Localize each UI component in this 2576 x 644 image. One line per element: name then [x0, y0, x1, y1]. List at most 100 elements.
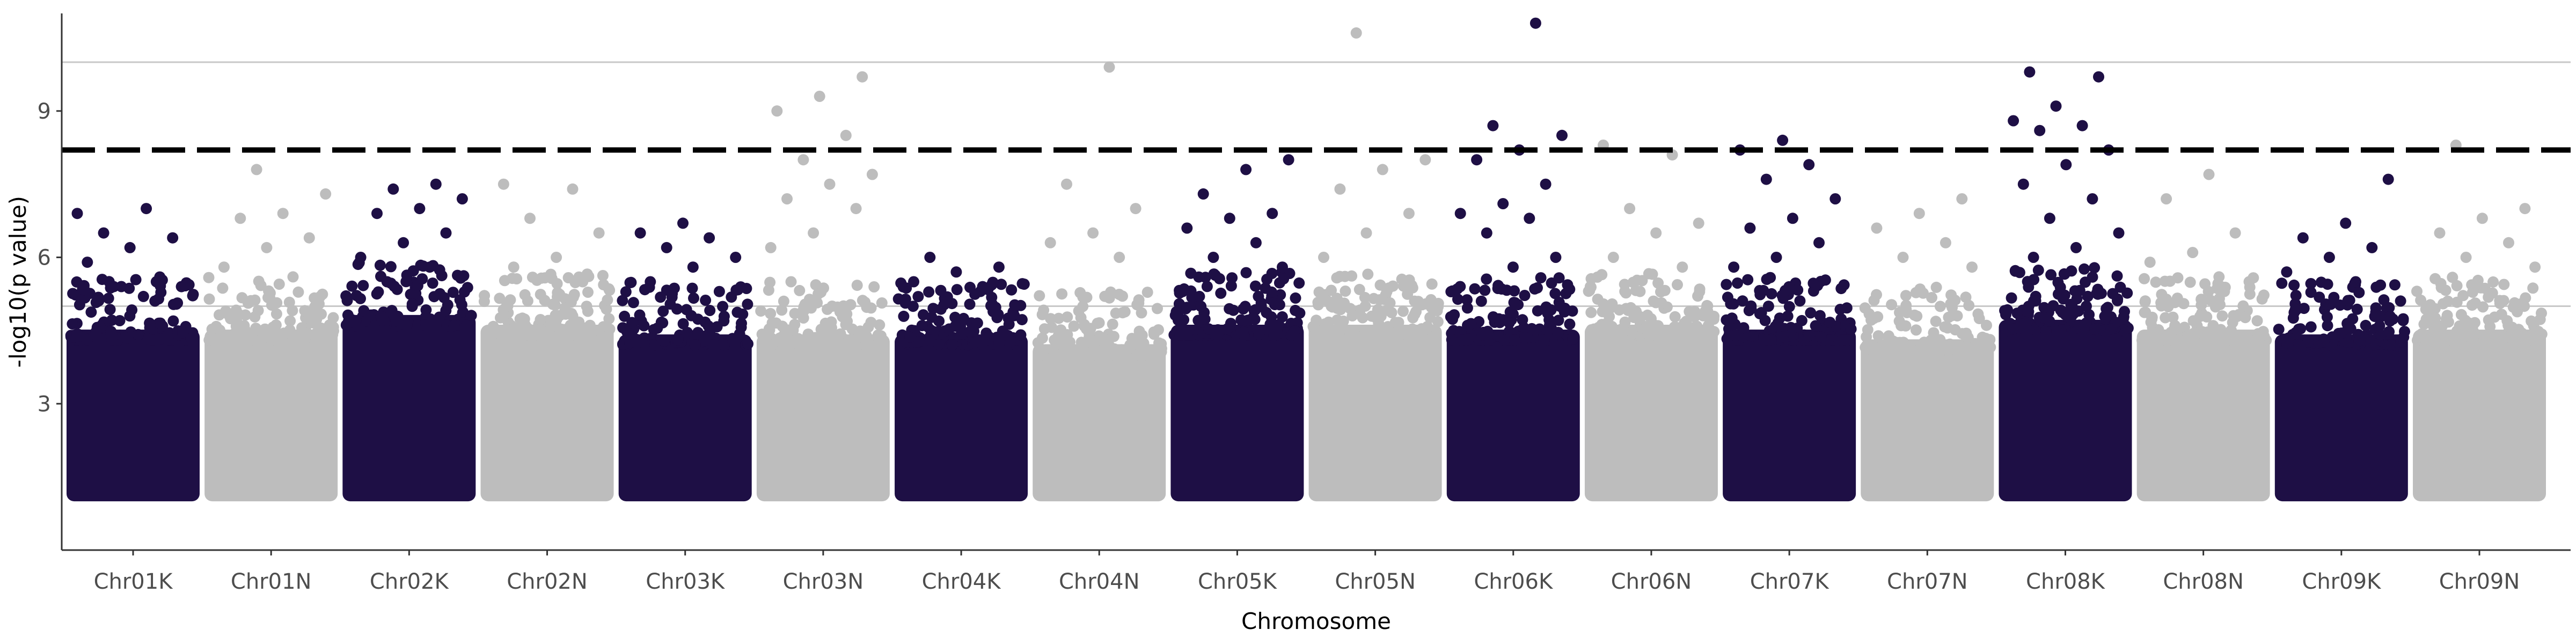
x-tick-label: Chr04N: [1059, 569, 1140, 594]
data-point: [1203, 323, 1214, 335]
data-point: [1401, 326, 1413, 338]
data-point: [1479, 284, 1491, 296]
data-point: [1225, 280, 1237, 292]
data-point: [766, 339, 778, 351]
data-point: [1960, 291, 1972, 303]
significant-point: [645, 276, 656, 288]
significant-point: [1350, 27, 1362, 39]
data-point: [2441, 334, 2453, 346]
data-point: [1772, 317, 1784, 329]
data-point: [2237, 300, 2249, 312]
data-point: [731, 306, 743, 318]
data-point: [2527, 282, 2539, 294]
significant-point: [2034, 125, 2046, 136]
significant-point: [2060, 159, 2072, 171]
data-point: [1868, 312, 1880, 324]
data-point: [487, 320, 499, 332]
data-point: [1708, 326, 1720, 338]
data-point: [716, 339, 728, 350]
data-point: [657, 305, 669, 317]
data-point: [991, 312, 1003, 324]
data-point: [1448, 309, 1460, 321]
data-point: [2023, 306, 2035, 318]
data-point: [2293, 339, 2305, 351]
chromosome-Chr03N: [755, 71, 890, 502]
data-point: [79, 292, 91, 304]
significant-point: [2323, 252, 2335, 263]
data-point: [993, 337, 1005, 348]
data-point: [1083, 332, 1095, 343]
data-point: [2156, 289, 2168, 301]
significant-point: [704, 232, 715, 244]
data-point: [627, 297, 639, 309]
data-point: [1631, 274, 1643, 286]
data-point: [1056, 288, 1068, 300]
data-point: [2425, 305, 2437, 317]
data-point: [1359, 291, 1371, 303]
data-point: [1264, 318, 1276, 330]
data-point: [2153, 331, 2164, 342]
data-point: [2009, 265, 2021, 276]
chromosome-Chr01N: [203, 164, 339, 502]
data-point: [2022, 276, 2033, 288]
dense-points-band: [2136, 330, 2270, 502]
data-point: [926, 311, 938, 323]
significant-point: [1403, 208, 1415, 219]
significant-point: [320, 188, 332, 200]
significant-point: [251, 164, 262, 175]
data-point: [1107, 318, 1118, 330]
data-point: [1142, 348, 1154, 360]
data-point: [1643, 268, 1655, 280]
data-point: [149, 295, 161, 307]
data-point: [1274, 277, 1285, 289]
significant-point: [765, 241, 777, 253]
data-point: [2442, 295, 2454, 307]
dense-points-band: [1308, 325, 1442, 502]
dense-points-band: [1861, 339, 1994, 502]
data-point: [1737, 295, 1748, 307]
significant-point: [2281, 266, 2293, 278]
significant-point: [456, 193, 468, 204]
data-point: [1366, 330, 1378, 341]
dense-points-band: [342, 314, 476, 502]
significant-point: [1283, 154, 1294, 166]
x-tick-label: Chr05N: [1335, 569, 1416, 594]
significant-point: [1103, 61, 1115, 73]
data-point: [942, 296, 954, 308]
chromosome-Chr08K: [1999, 66, 2134, 502]
data-point: [2521, 331, 2533, 343]
data-point: [458, 270, 470, 282]
data-point: [582, 305, 594, 317]
x-tick-label: Chr01N: [231, 569, 312, 594]
significant-point: [1770, 252, 1782, 263]
significant-point: [1061, 178, 1072, 190]
significant-point: [866, 169, 878, 180]
data-point: [448, 320, 460, 332]
data-point: [898, 310, 910, 322]
chromosome-Chr04K: [892, 252, 1030, 502]
data-point: [284, 315, 296, 327]
data-point: [2052, 276, 2064, 288]
data-point: [2378, 294, 2390, 306]
data-point: [179, 280, 191, 291]
data-point: [1838, 279, 1850, 291]
significant-point: [1471, 154, 1483, 166]
significant-point: [235, 213, 246, 224]
significant-point: [1940, 237, 1951, 248]
y-tick-label: 3: [38, 392, 51, 416]
data-point: [1620, 287, 1632, 299]
significant-point: [1267, 208, 1278, 219]
data-point: [420, 319, 432, 331]
chromosome-Chr05K: [1168, 154, 1306, 502]
data-point: [1240, 267, 1252, 279]
data-point: [1814, 310, 1826, 321]
data-point: [876, 297, 888, 309]
data-point: [1607, 327, 1619, 339]
data-point: [1615, 323, 1627, 335]
significant-point: [840, 129, 852, 141]
data-point: [1564, 283, 1576, 295]
data-point: [522, 295, 533, 307]
data-point: [1387, 280, 1399, 292]
data-point: [2287, 312, 2299, 324]
data-point: [813, 288, 824, 300]
